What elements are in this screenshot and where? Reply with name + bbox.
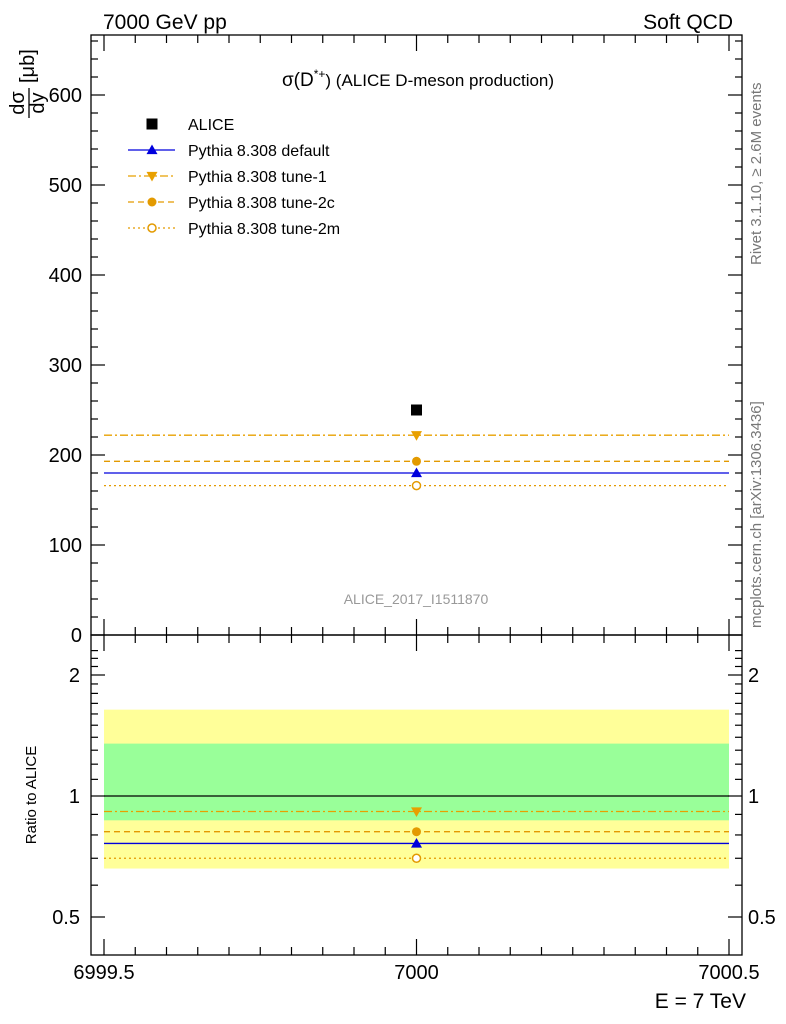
data-point: [411, 404, 422, 416]
y-axis-label-unit: [μb]: [17, 49, 39, 83]
legend-marker: [146, 144, 158, 155]
ratio-y-label: Ratio to ALICE: [23, 746, 40, 844]
legend-label: Pythia 8.308 default: [188, 143, 330, 160]
legend-marker: [147, 223, 157, 233]
header-left: 7000 GeV pp: [103, 11, 227, 34]
chart-title: σ(D*+) (ALICE D-meson production): [282, 67, 554, 91]
mcplots-label: mcplots.cern.ch [arXiv:1306.3436]: [748, 401, 765, 628]
data-point: [411, 467, 422, 478]
x-tick-label: 6999.5: [73, 962, 134, 984]
y-tick-label: 0: [71, 625, 82, 647]
x-axis-label: E = 7 TeV: [655, 990, 746, 1013]
legend-marker: [146, 171, 158, 182]
y-axis-label-num: dσ: [7, 91, 29, 115]
ratio-data-point: [411, 807, 422, 818]
y-tick-label: 500: [49, 175, 82, 197]
y-axis-label-den: dy: [27, 92, 49, 113]
ratio-panel: 0.5 0.5 1 1 2 2 6999.5 7000 7000.5: [52, 634, 776, 984]
ratio-data-point: [411, 837, 422, 848]
chart-title-sigma: σ(D: [282, 70, 314, 91]
rivet-label: Rivet 3.1.10, ≥ 2.6M events: [748, 83, 765, 266]
y-tick-label: 100: [49, 535, 82, 557]
legend-marker: [147, 197, 157, 207]
x-tick-label: 7000.5: [698, 962, 759, 984]
y-tick-label: 400: [49, 265, 82, 287]
ratio-y-tick-label: 0.5: [52, 907, 80, 929]
y-tick-label: 300: [49, 355, 82, 377]
legend: ALICE Pythia 8.308 default Pythia 8.308 tu…: [128, 117, 340, 238]
ratio-y-tick-label: 2: [69, 665, 80, 687]
y-axis-label: dσ dy [μb]: [7, 49, 49, 118]
y-tick-label: 600: [49, 85, 82, 107]
legend-label: Pythia 8.308 tune-1: [188, 169, 327, 186]
legend-label: ALICE: [188, 117, 234, 134]
ratio-y-tick-label: 1: [69, 786, 80, 808]
header-right: Soft QCD: [643, 11, 733, 34]
analysis-watermark: ALICE_2017_I1511870: [344, 591, 489, 607]
chart-title-sup: *+: [314, 67, 326, 81]
chart-title-rest: ) (ALICE D-meson production): [325, 71, 554, 90]
legend-label: Pythia 8.308 tune-2m: [188, 221, 340, 238]
data-point: [412, 456, 421, 466]
data-point: [411, 431, 422, 441]
ratio-data-point: [412, 827, 421, 837]
legend-marker: [146, 118, 158, 130]
legend-label: Pythia 8.308 tune-2c: [188, 195, 335, 212]
ratio-y-tick-label-right: 2: [748, 665, 759, 687]
ratio-y-tick-label-right: 1: [748, 786, 759, 808]
y-tick-label: 200: [49, 445, 82, 467]
x-tick-label: 7000: [394, 962, 439, 984]
ratio-data-point: [411, 853, 422, 864]
ratio-y-tick-label-right: 0.5: [748, 907, 776, 929]
data-point: [411, 480, 422, 491]
